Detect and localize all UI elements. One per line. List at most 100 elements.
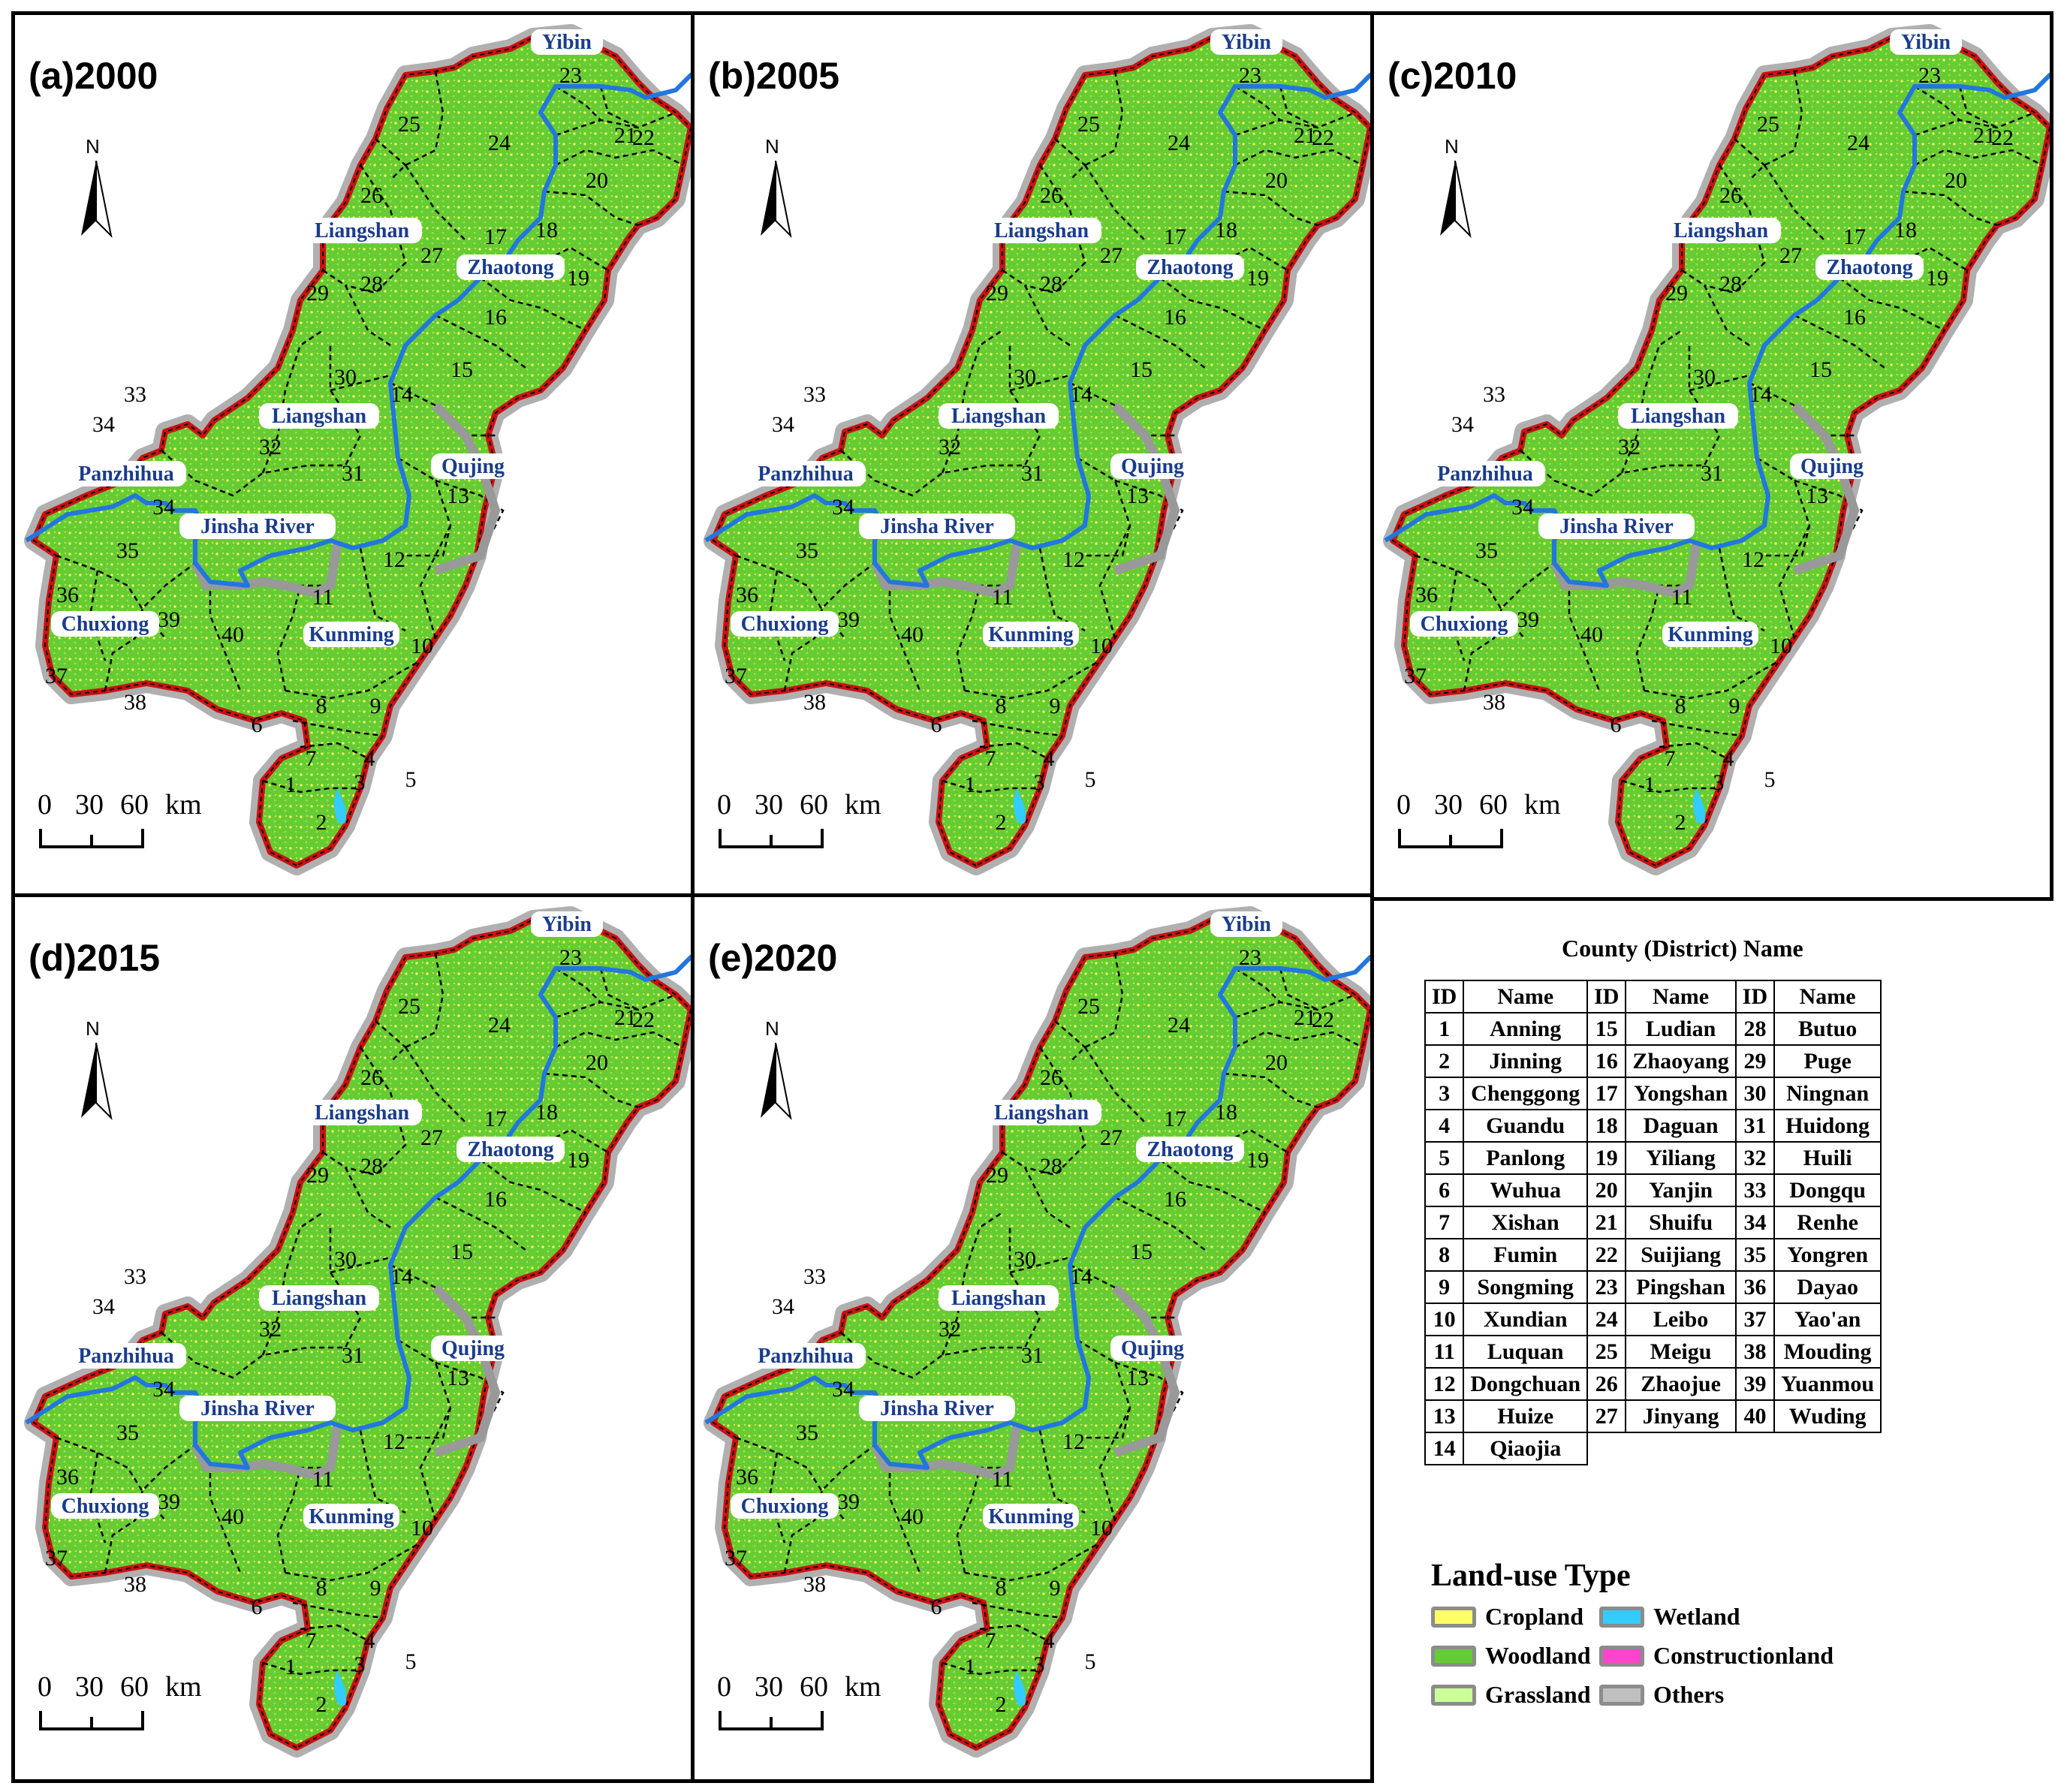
county-id-label: 23 <box>559 945 582 970</box>
table-cell-name: Yongshan <box>1625 1077 1737 1110</box>
table-cell-id: 31 <box>1734 1109 1776 1143</box>
region-label: Panzhihua <box>78 462 174 486</box>
county-boundary <box>941 329 1003 474</box>
table-cell-id: 38 <box>1734 1335 1776 1369</box>
county-boundary <box>262 779 360 794</box>
region-label-bg <box>1815 254 1924 280</box>
county-id-label: 28 <box>1040 272 1062 297</box>
scale-label: 0 <box>38 1671 52 1703</box>
region-label-bg <box>302 1100 422 1125</box>
county-id-label: 34 <box>1451 412 1474 437</box>
table-row: 12 Dongchuan 26 Zhaojue 39 Yuanmou <box>1424 1367 1882 1401</box>
county-id-label: 22 <box>1991 125 2014 150</box>
county-id-label: 4 <box>364 1628 375 1653</box>
land-use-label: Grassland <box>1485 1681 1591 1708</box>
county-id-label: 17 <box>1843 224 1866 249</box>
table-cell-name: Huidong <box>1773 1109 1882 1143</box>
region-label: Panzhihua <box>758 462 854 486</box>
panel-title: (b)2005 <box>708 55 840 97</box>
region-label: Liangshan <box>951 405 1046 428</box>
county-id-label: 30 <box>1014 1247 1036 1272</box>
region-label: Liangshan <box>272 1287 366 1310</box>
county-id-label: 17 <box>484 1107 507 1131</box>
county-boundary <box>276 1466 330 1574</box>
map-panel-2015: 1 2 3 4 5 6 7 8 9 10 11 12 13 14 15 16 17 18 19 20 21 22 23 24 2… <box>11 893 695 1783</box>
table-cell-id: 27 <box>1586 1399 1627 1433</box>
table-cell-name: Dongchuan <box>1463 1367 1589 1401</box>
region-label: Chuxiong <box>741 613 829 636</box>
map-panel-2005: 1 2 3 4 5 6 7 8 9 10 11 12 13 14 15 16 17 18 19 20 21 22 23 24 2… <box>691 11 1374 901</box>
land-use-swatch <box>1431 1645 1476 1667</box>
study-area-boundary <box>31 913 691 1751</box>
county-id-label: 6 <box>252 1595 263 1619</box>
county-id-label: 27 <box>420 243 443 268</box>
county-boundary <box>544 1072 639 1109</box>
region-label: Qujing <box>441 455 505 478</box>
table-cell-name: Anning <box>1463 1012 1589 1046</box>
county-id-label: 26 <box>360 183 383 208</box>
region-label-bg <box>179 1396 336 1421</box>
county-id-label: 28 <box>360 272 383 297</box>
table-header: ID <box>1424 980 1465 1013</box>
region-label: Zhaotong <box>1826 256 1912 279</box>
county-id-label: 16 <box>1164 305 1186 330</box>
table-cell-name: Qiaojia <box>1463 1432 1589 1465</box>
county-boundary <box>1734 138 1765 166</box>
region-label: Liangshan <box>994 1101 1089 1125</box>
table-header: ID <box>1734 980 1776 1013</box>
county-id-label: 7 <box>985 746 996 771</box>
county-boundary <box>1009 1256 1071 1274</box>
table-cell-id: 28 <box>1734 1012 1776 1046</box>
region-label-bg <box>731 611 839 637</box>
county-id-label: 1 <box>965 1655 976 1679</box>
county-id-label: 30 <box>1014 365 1036 390</box>
dianchi-lake <box>1693 788 1706 824</box>
county-id-label: 15 <box>450 1239 473 1264</box>
region-label: Panzhihua <box>78 1345 174 1368</box>
region-label-bg <box>1790 453 1874 479</box>
table-row: 6 Wuhua 20 Yanjin 33 Dongqu <box>1424 1173 1882 1207</box>
table-cell-id: 29 <box>1734 1044 1776 1078</box>
county-id-label: 2 <box>996 1692 1007 1717</box>
county-boundary <box>1234 85 1281 121</box>
county-id-label: 24 <box>488 1013 511 1038</box>
county-id-label: 19 <box>1926 266 1948 291</box>
county-id-label: 20 <box>1945 168 1967 193</box>
county-boundary <box>480 277 586 332</box>
table-cell-id: 34 <box>1734 1206 1776 1239</box>
region-label-bg <box>983 622 1079 647</box>
county-id-label: 37 <box>725 1546 747 1571</box>
county-id-label: 10 <box>1770 634 1792 658</box>
region-label: Zhaotong <box>1147 256 1233 279</box>
scale-label: km <box>845 1671 881 1703</box>
county-id-label: 6 <box>252 712 263 737</box>
table-cell-name: Zhaojue <box>1625 1367 1737 1401</box>
county-id-label: 8 <box>1675 694 1686 718</box>
county-id-label: 26 <box>360 1065 383 1090</box>
county-boundary <box>292 1601 384 1619</box>
prefecture-boundary <box>1111 1284 1180 1457</box>
county-id-label: 9 <box>1050 1576 1061 1601</box>
region-label: Kunming <box>309 1505 394 1528</box>
county-id-label: 3 <box>1034 1652 1045 1677</box>
table-cell-id: 4 <box>1424 1109 1465 1143</box>
region-label-bg <box>981 218 1101 243</box>
county-id-label: 27 <box>1100 243 1122 268</box>
county-id-label: 33 <box>803 382 826 407</box>
county-id-label: 37 <box>725 664 747 688</box>
county-id-label: 4 <box>364 746 375 771</box>
county-id-label: 24 <box>1168 1013 1190 1038</box>
county-boundary <box>941 1211 1003 1356</box>
county-id-label: 21 <box>614 1005 637 1030</box>
jinsha-river <box>704 954 1370 1470</box>
county-id-label: 19 <box>567 1148 589 1173</box>
table-row: 1 Anning 15 Ludian 28 Butuo <box>1424 1012 1882 1046</box>
land-use-swatch <box>1599 1606 1644 1628</box>
scale-label: 0 <box>717 789 731 821</box>
county-id-label: 8 <box>316 694 327 718</box>
county-boundary <box>480 1159 586 1214</box>
county-boundary <box>404 164 466 241</box>
county-boundary <box>555 111 676 137</box>
scale-label: 30 <box>1434 789 1463 821</box>
county-id-label: 35 <box>116 538 139 563</box>
